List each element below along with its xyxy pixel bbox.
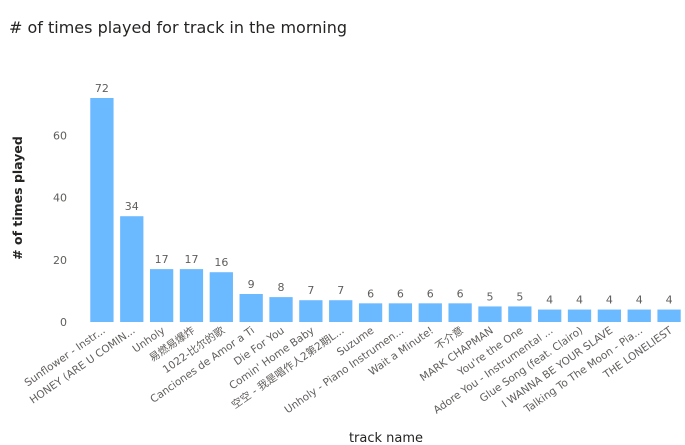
bar[interactable] xyxy=(329,300,353,322)
bar[interactable] xyxy=(478,306,502,322)
bar[interactable] xyxy=(508,306,532,322)
x-axis-title: track name xyxy=(349,431,423,445)
y-tick-label: 20 xyxy=(53,254,67,267)
bars xyxy=(90,98,681,322)
data-label: 17 xyxy=(155,253,169,266)
bar[interactable] xyxy=(149,269,174,322)
data-label: 4 xyxy=(576,294,583,307)
data-label: 17 xyxy=(184,253,198,266)
bar[interactable] xyxy=(120,216,144,322)
y-tick-label: 60 xyxy=(53,129,67,142)
data-label: 6 xyxy=(427,287,434,300)
bar[interactable] xyxy=(358,303,383,322)
y-axis-title: # of times played xyxy=(10,136,25,260)
data-label: 7 xyxy=(307,284,314,297)
data-label: 6 xyxy=(457,287,464,300)
data-label: 16 xyxy=(214,256,228,269)
data-label: 7 xyxy=(337,284,344,297)
data-label: 8 xyxy=(278,281,285,294)
data-label: 4 xyxy=(636,294,643,307)
bar[interactable] xyxy=(627,309,651,322)
data-label: 5 xyxy=(516,290,523,303)
bar[interactable] xyxy=(269,297,293,322)
bar[interactable] xyxy=(418,303,442,322)
y-tick-label: 0 xyxy=(60,316,67,329)
data-labels: 72 34 17 17 16 9 8 7 7 6 6 6 6 5 5 4 4 4 4 4 xyxy=(95,82,673,307)
bar[interactable] xyxy=(597,309,622,322)
bar[interactable] xyxy=(538,309,562,322)
data-label: 5 xyxy=(486,290,493,303)
data-label: 6 xyxy=(367,287,374,300)
data-label: 9 xyxy=(248,278,255,291)
bar[interactable] xyxy=(90,98,114,322)
data-label: 4 xyxy=(666,294,673,307)
y-tick-label: 40 xyxy=(53,192,67,205)
bar[interactable] xyxy=(239,294,263,322)
x-axis-ticks: Sunflower - Instr...HONEY (ARE U COMIN..… xyxy=(22,324,675,417)
bar[interactable] xyxy=(657,309,681,322)
data-label: 34 xyxy=(125,200,139,213)
bar[interactable] xyxy=(299,300,323,322)
data-label: 4 xyxy=(546,294,553,307)
bar[interactable] xyxy=(567,309,592,322)
data-label: 4 xyxy=(606,294,613,307)
bar[interactable] xyxy=(209,272,233,322)
bar[interactable] xyxy=(448,303,472,322)
chart-title: # of times played for track in the morni… xyxy=(9,18,347,37)
bar[interactable] xyxy=(388,303,413,322)
data-label: 6 xyxy=(397,287,404,300)
bar[interactable] xyxy=(179,269,204,322)
y-axis-ticks: 0 20 40 60 xyxy=(53,129,67,329)
data-label: 72 xyxy=(95,82,109,95)
